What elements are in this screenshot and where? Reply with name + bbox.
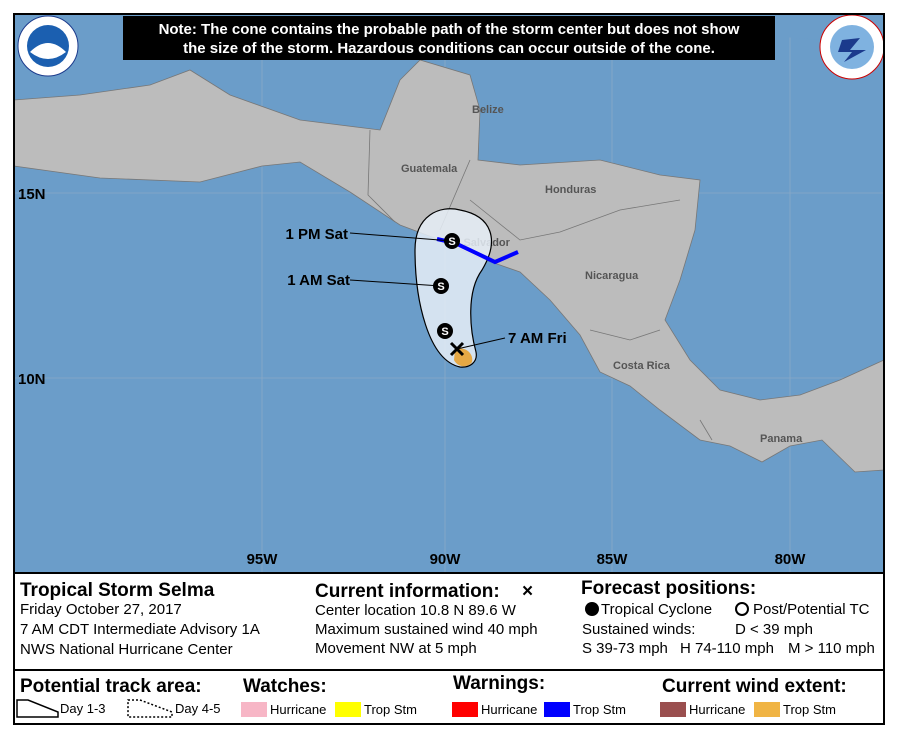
legend-label: Day 4-5 xyxy=(175,701,221,716)
forecast-winds: H 74-110 mph xyxy=(680,640,774,657)
marker xyxy=(444,233,460,249)
track-point: S xyxy=(444,233,460,249)
time-label: 1 AM Sat xyxy=(287,272,350,289)
leader-line xyxy=(456,337,506,350)
swatch xyxy=(335,702,361,717)
country-label: Belize xyxy=(472,104,504,116)
legend-title: Warnings: xyxy=(453,673,545,694)
lon-label: 90W xyxy=(430,551,462,568)
country-label: Honduras xyxy=(545,184,596,196)
forecast-winds: D < 39 mph xyxy=(735,621,813,638)
forecast-winds: Sustained winds: xyxy=(582,621,695,638)
note-line: Note: The cone contains the probable pat… xyxy=(159,21,740,38)
legend-title: Watches: xyxy=(243,676,327,697)
border xyxy=(469,199,681,241)
current-symbol: × xyxy=(522,581,533,602)
leader-line xyxy=(349,232,453,242)
note-box xyxy=(123,16,775,60)
border xyxy=(367,129,396,223)
current-line: Center location 10.8 N 89.6 W xyxy=(315,602,517,619)
legend-label: Day 1-3 xyxy=(60,701,106,716)
current-line: Movement NW at 5 mph xyxy=(315,640,477,657)
track-point: S xyxy=(433,278,449,294)
lon-label: 85W xyxy=(597,551,629,568)
country-label: Nicaragua xyxy=(585,270,639,282)
current-title: Current information: xyxy=(315,581,500,602)
marker-symbol: S xyxy=(441,326,448,338)
swatch xyxy=(544,702,570,717)
lat-label: 10N xyxy=(18,371,46,388)
swatch xyxy=(452,702,478,717)
ptc-symbol xyxy=(735,602,749,616)
day45-swatch xyxy=(127,699,173,718)
border xyxy=(589,329,661,341)
track-point: S xyxy=(437,323,453,339)
legend-label: Trop Stm xyxy=(783,702,836,717)
country-label: Costa Rica xyxy=(613,360,671,372)
legend-label: Hurricane xyxy=(481,702,537,717)
storm-line: Friday October 27, 2017 xyxy=(20,601,182,618)
forecast-legend: Post/Potential TC xyxy=(753,601,870,618)
forecast-winds: M > 110 mph xyxy=(788,640,875,657)
country-label: Guatemala xyxy=(401,163,458,175)
time-label: 1 PM Sat xyxy=(285,226,348,243)
forecast-winds: S 39-73 mph xyxy=(582,640,668,657)
swatch xyxy=(241,702,267,717)
country-label: Panama xyxy=(760,433,803,445)
day13-swatch xyxy=(16,699,59,718)
legend-label: Trop Stm xyxy=(573,702,626,717)
lon-label: 80W xyxy=(775,551,807,568)
swatch xyxy=(754,702,780,717)
legend-title: Potential track area: xyxy=(20,676,202,697)
legend-title: Current wind extent: xyxy=(662,676,847,697)
leader-line xyxy=(349,279,442,287)
current-position xyxy=(449,341,465,357)
storm-title: Tropical Storm Selma xyxy=(20,580,215,601)
marker-symbol: S xyxy=(437,281,444,293)
note-line: the size of the storm. Hazardous conditi… xyxy=(183,40,715,57)
lon-label: 95W xyxy=(247,551,279,568)
border xyxy=(699,419,713,441)
marker xyxy=(433,278,449,294)
noaa-logo xyxy=(17,15,79,77)
lat-label: 15N xyxy=(18,186,46,203)
time-label: 7 AM Fri xyxy=(508,330,567,347)
storm-line: 7 AM CDT Intermediate Advisory 1A xyxy=(20,621,260,638)
forecast-cone xyxy=(414,208,492,368)
legend-label: Trop Stm xyxy=(364,702,417,717)
marker xyxy=(437,323,453,339)
forecast-legend: Tropical Cyclone xyxy=(601,601,712,618)
storm-line: NWS National Hurricane Center xyxy=(20,641,233,658)
marker-symbol: S xyxy=(448,236,455,248)
forecast-title: Forecast positions: xyxy=(581,578,756,599)
legend-label: Hurricane xyxy=(689,702,745,717)
wind-extent xyxy=(454,348,473,367)
legend-label: Hurricane xyxy=(270,702,326,717)
logo-bird xyxy=(30,43,66,59)
current-line: Maximum sustained wind 40 mph xyxy=(315,621,538,638)
nws-logo xyxy=(819,14,885,80)
logo-bolt xyxy=(838,38,866,62)
frame xyxy=(13,13,885,725)
swatch xyxy=(660,702,686,717)
tc-symbol xyxy=(585,602,599,616)
